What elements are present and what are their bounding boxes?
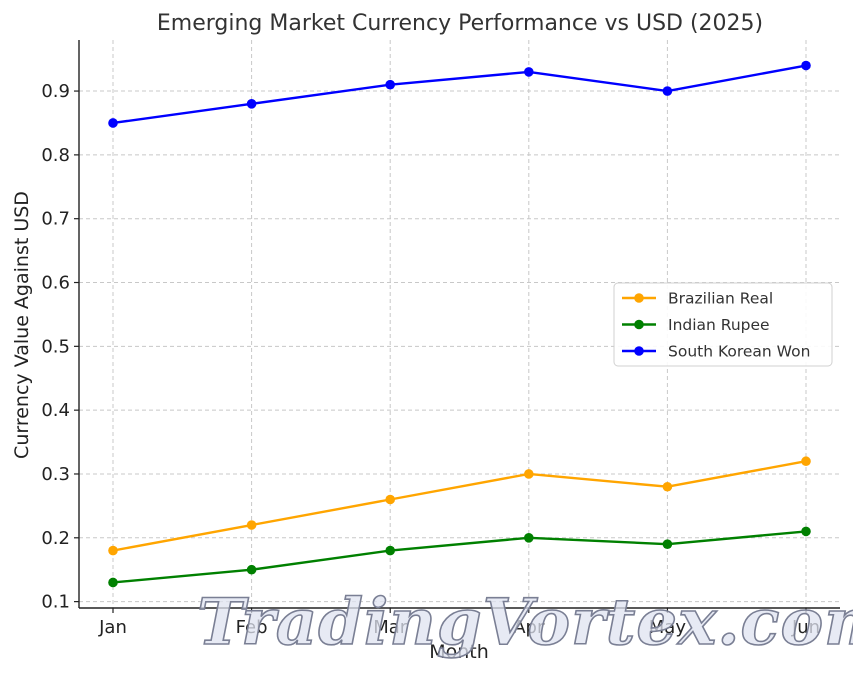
x-tick-label: Mar — [373, 617, 408, 638]
x-tick-label: Jan — [98, 617, 127, 638]
y-tick-label: 0.5 — [41, 336, 70, 357]
y-tick-label: 0.8 — [41, 145, 70, 166]
x-tick-label: Apr — [513, 617, 545, 638]
legend-label: Indian Rupee — [668, 316, 770, 334]
series-brazilian-real — [108, 456, 811, 556]
y-tick-label: 0.3 — [41, 464, 70, 485]
data-point-indian-rupee — [662, 539, 673, 549]
x-tick-label: Jun — [791, 617, 820, 638]
axes — [78, 40, 840, 609]
x-tick-label: Feb — [236, 617, 268, 638]
y-tick-label: 0.4 — [41, 400, 70, 421]
series-line-indian-rupee — [112, 530, 807, 584]
x-ticks: Jan Feb Mar Apr May Jun — [98, 608, 820, 638]
data-point-brazilian-real — [246, 520, 257, 530]
legend-item-brazilian-real: Brazilian Real — [622, 290, 773, 308]
x-tick-label: May — [649, 617, 687, 638]
legend: Brazilian Real Indian Rupee South Korean W… — [613, 282, 833, 367]
legend-item-south-korean-won: South Korean Won — [622, 343, 810, 361]
series-south-korean-won — [108, 60, 811, 128]
data-point-brazilian-real — [385, 494, 396, 505]
y-tick-label: 0.6 — [41, 273, 70, 294]
legend-marker — [634, 293, 644, 303]
legend-label: Brazilian Real — [668, 290, 773, 308]
data-point-indian-rupee — [801, 526, 811, 537]
y-ticks: 0.1 0.2 0.3 0.4 0.5 0.6 0.7 0.8 0.9 — [41, 81, 79, 613]
data-point-brazilian-real — [524, 469, 534, 479]
series-line-brazilian-real — [112, 460, 807, 552]
y-tick-label: 0.7 — [41, 209, 70, 230]
chart-title: Emerging Market Currency Performance vs … — [157, 11, 763, 36]
watermark-text: TradingVortex.com — [197, 585, 853, 660]
y-tick-label: 0.9 — [41, 81, 70, 102]
data-point-indian-rupee — [108, 577, 118, 588]
data-point-south-korean-won — [385, 79, 396, 90]
grid-lines — [79, 40, 840, 608]
legend-marker — [634, 319, 644, 330]
data-point-south-korean-won — [524, 67, 534, 77]
y-axis-label: Currency Value Against USD — [11, 191, 33, 459]
data-point-south-korean-won — [801, 60, 811, 71]
y-tick-label: 0.2 — [41, 528, 70, 549]
series-line-south-korean-won — [112, 64, 807, 125]
data-point-brazilian-real — [801, 456, 811, 467]
series-indian-rupee — [108, 526, 811, 588]
legend-label: South Korean Won — [668, 343, 810, 361]
x-axis-label: Month — [429, 641, 489, 663]
data-point-brazilian-real — [662, 481, 673, 492]
series-layer — [108, 60, 811, 588]
data-point-south-korean-won — [662, 86, 673, 96]
data-point-south-korean-won — [246, 99, 257, 109]
legend-marker — [634, 346, 644, 356]
data-point-brazilian-real — [108, 545, 118, 556]
data-point-indian-rupee — [385, 545, 396, 556]
legend-box — [613, 282, 833, 367]
data-point-indian-rupee — [246, 564, 257, 575]
legend-item-indian-rupee: Indian Rupee — [622, 316, 770, 334]
data-point-south-korean-won — [108, 118, 118, 128]
y-tick-label: 0.1 — [41, 592, 70, 613]
data-point-indian-rupee — [524, 532, 534, 543]
